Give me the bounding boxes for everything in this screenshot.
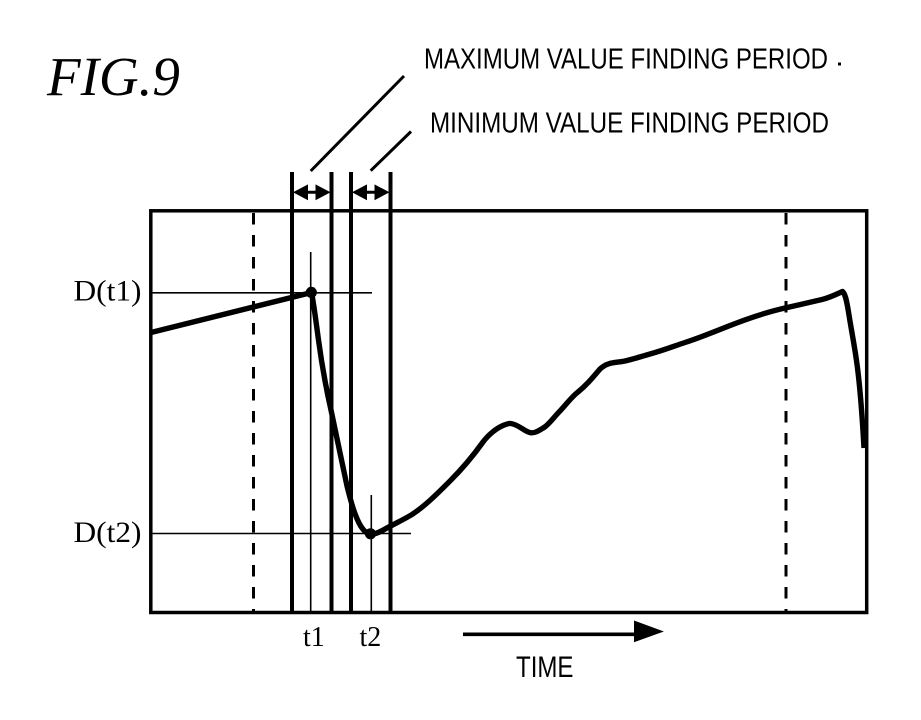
svg-text:D(t2): D(t2) [74, 516, 142, 549]
svg-text:TIME: TIME [516, 651, 574, 684]
svg-text:D(t1): D(t1) [74, 275, 142, 308]
svg-text:MINIMUM VALUE FINDING PERIOD: MINIMUM VALUE FINDING PERIOD [430, 108, 829, 140]
svg-text:MAXIMUM VALUE FINDING PERIOD: MAXIMUM VALUE FINDING PERIOD [424, 44, 828, 76]
svg-text:t1: t1 [303, 622, 325, 653]
svg-text:t2: t2 [360, 622, 382, 653]
svg-text:FIG.9: FIG.9 [46, 46, 180, 107]
